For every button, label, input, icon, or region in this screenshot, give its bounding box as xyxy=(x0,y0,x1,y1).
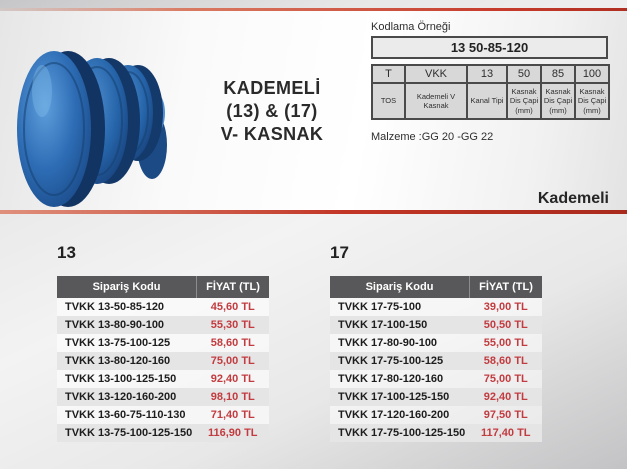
price-cell: 98,10 TL xyxy=(210,391,255,403)
price-cell: 75,00 TL xyxy=(210,355,255,367)
coding-code-cell: 85 xyxy=(540,64,576,84)
price-cell: 58,60 TL xyxy=(483,355,528,367)
table-row: TVKK 17-120-160-200 97,50 TL xyxy=(330,406,542,424)
order-code-cell: TVKK 17-100-125-150 xyxy=(338,391,450,403)
category-label: Kademeli xyxy=(537,190,609,207)
coding-desc-cell: Kasnak Dis Çapi (mm) xyxy=(574,81,610,121)
price-cell: 55,00 TL xyxy=(483,337,528,349)
price-cell: 58,60 TL xyxy=(210,337,255,349)
order-code-cell: TVKK 17-100-150 xyxy=(338,319,428,331)
table-row: TVKK 17-80-90-100 55,00 TL xyxy=(330,334,542,352)
table-row: TVKK 13-75-100-125-150 116,90 TL xyxy=(57,424,269,442)
order-code-cell: TVKK 13-75-100-125-150 xyxy=(65,427,193,439)
price-table-header-row: Sipariş Kodu FİYAT (TL) xyxy=(330,276,542,298)
coding-code-cell: 50 xyxy=(506,64,542,84)
price-table-header-row: Sipariş Kodu FİYAT (TL) xyxy=(57,276,269,298)
order-code-cell: TVKK 17-120-160-200 xyxy=(338,409,450,421)
coding-desc-row: TOS Kademeli V Kasnak Kanal Tipi Kasnak Dis… xyxy=(371,81,610,121)
order-code-header: Sipariş Kodu xyxy=(57,276,197,298)
table-row: TVKK 13-60-75-110-130 71,40 TL xyxy=(57,406,269,424)
price-cell: 92,40 TL xyxy=(483,391,528,403)
product-title: KADEMELİ (13) & (17) V- KASNAK xyxy=(172,77,372,146)
table-row: TVKK 13-80-90-100 55,30 TL xyxy=(57,316,269,334)
table-row: TVKK 17-75-100 39,00 TL xyxy=(330,298,542,316)
table-row: TVKK 13-80-120-160 75,00 TL xyxy=(57,352,269,370)
table-row: TVKK 17-75-100-125 58,60 TL xyxy=(330,352,542,370)
price-table-13: Sipariş Kodu FİYAT (TL) TVKK 13-50-85-12… xyxy=(57,276,269,442)
order-code-cell: TVKK 13-80-120-160 xyxy=(65,355,171,367)
order-code-cell: TVKK 13-60-75-110-130 xyxy=(65,409,186,421)
price-cell: 116,90 TL xyxy=(207,427,258,439)
coding-legend-table: T VKK 13 50 85 100 TOS Kademeli V Kasnak Kanal … xyxy=(371,64,610,121)
table-row: TVKK 13-120-160-200 98,10 TL xyxy=(57,388,269,406)
order-code-cell: TVKK 17-80-120-160 xyxy=(338,373,444,385)
order-code-cell: TVKK 13-100-125-150 xyxy=(65,373,177,385)
price-cell: 75,00 TL xyxy=(483,373,528,385)
table-row: TVKK 17-100-125-150 92,40 TL xyxy=(330,388,542,406)
product-photo-stepped-v-pulley-icon xyxy=(17,51,167,207)
title-line-2: (13) & (17) xyxy=(226,101,318,122)
price-table-body-13: TVKK 13-50-85-120 45,60 TL TVKK 13-80-90… xyxy=(57,298,269,442)
price-cell: 45,60 TL xyxy=(210,301,255,313)
section-label-13: 13 xyxy=(57,243,76,262)
coding-desc-cell: Kasnak Dis Çapi (mm) xyxy=(540,81,576,121)
price-section-13: 13 Sipariş Kodu FİYAT (TL) TVKK 13-50-85… xyxy=(57,243,269,442)
example-code-box: 13 50-85-120 xyxy=(371,36,608,59)
coding-desc-cell: Kasnak Dis Çapi (mm) xyxy=(506,81,542,121)
price-cell: 71,40 TL xyxy=(210,409,255,421)
coding-code-cell: T xyxy=(371,64,406,84)
coding-example-panel: Kodlama Örneği 13 50-85-120 T VKK 13 50 85 10… xyxy=(371,21,610,144)
title-line-3: V- KASNAK xyxy=(220,124,324,145)
table-row: TVKK 17-100-150 50,50 TL xyxy=(330,316,542,334)
coding-code-cell: VKK xyxy=(404,64,468,84)
material-note: Malzeme :GG 20 -GG 22 xyxy=(371,131,494,144)
order-code-header: Sipariş Kodu xyxy=(330,276,470,298)
price-cell: 92,40 TL xyxy=(210,373,255,385)
coding-example-label: Kodlama Örneği xyxy=(371,21,451,33)
price-header: FİYAT (TL) xyxy=(469,276,542,298)
order-code-cell: TVKK 13-75-100-125 xyxy=(65,337,171,349)
order-code-cell: TVKK 17-75-100-125 xyxy=(338,355,444,367)
price-cell: 117,40 TL xyxy=(480,427,531,439)
price-cell: 97,50 TL xyxy=(483,409,528,421)
price-table-body-17: TVKK 17-75-100 39,00 TL TVKK 17-100-150 … xyxy=(330,298,542,442)
price-cell: 55,30 TL xyxy=(210,319,255,331)
table-row: TVKK 13-50-85-120 45,60 TL xyxy=(57,298,269,316)
table-row: TVKK 13-100-125-150 92,40 TL xyxy=(57,370,269,388)
price-cell: 50,50 TL xyxy=(483,319,528,331)
coding-desc-cell: TOS xyxy=(371,81,406,121)
price-cell: 39,00 TL xyxy=(483,301,528,313)
top-accent-line xyxy=(0,8,627,11)
coding-code-cell: 13 xyxy=(466,64,508,84)
table-row: TVKK 17-75-100-125-150 117,40 TL xyxy=(330,424,542,442)
order-code-cell: TVKK 17-75-100-125-150 xyxy=(338,427,466,439)
price-table-17: Sipariş Kodu FİYAT (TL) TVKK 17-75-100 3… xyxy=(330,276,542,442)
coding-code-row: T VKK 13 50 85 100 xyxy=(371,64,610,84)
section-label-17: 17 xyxy=(330,243,349,262)
order-code-cell: TVKK 13-80-90-100 xyxy=(65,319,165,331)
product-header-card: KADEMELİ (13) & (17) V- KASNAK Kodlama Ö… xyxy=(0,11,627,210)
title-line-1: KADEMELİ xyxy=(223,78,321,98)
order-code-cell: TVKK 13-50-85-120 xyxy=(65,301,165,313)
table-row: TVKK 13-75-100-125 58,60 TL xyxy=(57,334,269,352)
table-row: TVKK 17-80-120-160 75,00 TL xyxy=(330,370,542,388)
coding-code-cell: 100 xyxy=(574,64,610,84)
price-section-17: 17 Sipariş Kodu FİYAT (TL) TVKK 17-75-10… xyxy=(330,243,542,442)
coding-desc-cell: Kademeli V Kasnak xyxy=(404,81,468,121)
order-code-cell: TVKK 17-75-100 xyxy=(338,301,422,313)
order-code-cell: TVKK 17-80-90-100 xyxy=(338,337,438,349)
coding-desc-cell: Kanal Tipi xyxy=(466,81,508,121)
price-header: FİYAT (TL) xyxy=(196,276,269,298)
bottom-accent-line xyxy=(0,210,627,214)
order-code-cell: TVKK 13-120-160-200 xyxy=(65,391,177,403)
